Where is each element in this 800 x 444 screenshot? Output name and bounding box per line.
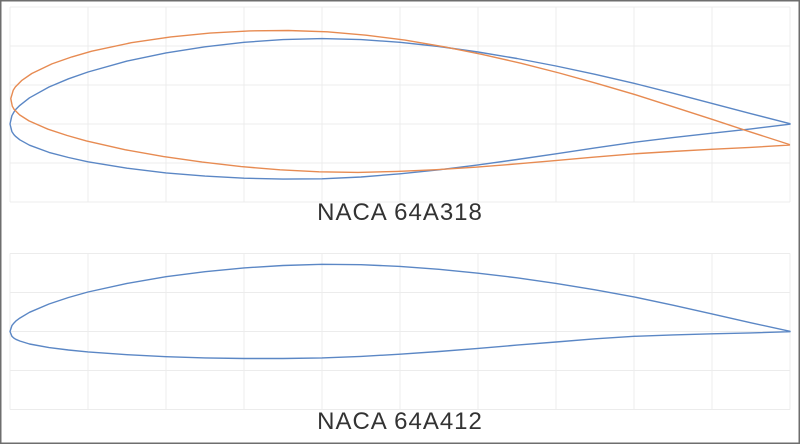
airfoil-plot-1[interactable] xyxy=(9,6,791,203)
airfoil-outline-naca64a318-rotated[interactable] xyxy=(10,29,791,174)
chart-title-naca64a412[interactable]: NACA 64A412 xyxy=(317,408,483,435)
chart-title-naca64a318[interactable]: NACA 64A318 xyxy=(317,199,483,226)
airfoil-plot-2[interactable] xyxy=(9,253,791,410)
airfoil-outline-naca64a412[interactable] xyxy=(9,263,791,360)
